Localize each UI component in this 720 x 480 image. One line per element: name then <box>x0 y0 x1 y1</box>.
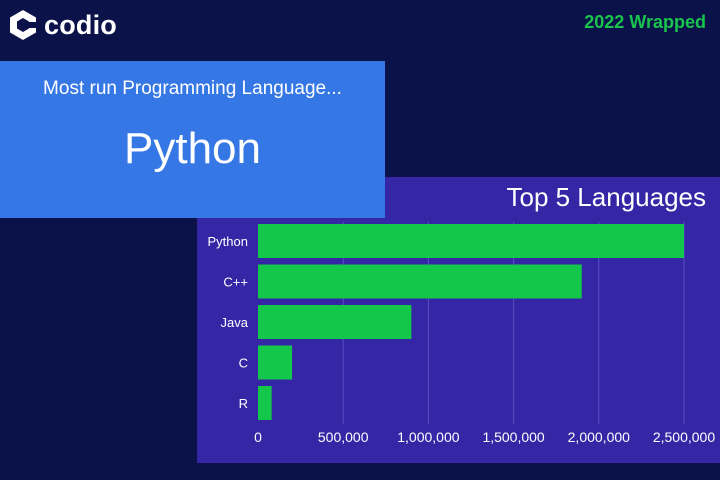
bar-java <box>258 305 412 339</box>
chart-title: Top 5 Languages <box>506 182 706 212</box>
highlight-language: Python <box>124 124 261 173</box>
category-label: C++ <box>223 275 248 290</box>
x-tick-label: 1,500,000 <box>482 429 544 445</box>
x-tick-label: 1,000,000 <box>397 429 459 445</box>
x-tick-label: 2,000,000 <box>568 429 630 445</box>
x-tick-label: 500,000 <box>318 429 369 445</box>
category-label: R <box>239 396 248 411</box>
highlight-panel <box>0 61 385 218</box>
codio-logo[interactable]: codio <box>8 8 117 42</box>
bar-cpp <box>258 264 582 299</box>
x-tick-label: 0 <box>254 429 262 445</box>
bar-python <box>258 224 684 258</box>
category-label: Python <box>208 234 248 249</box>
highlight-subtitle: Most run Programming Language... <box>43 78 342 99</box>
category-label: Java <box>221 315 249 330</box>
logo-text: codio <box>44 9 117 40</box>
wrapped-tagline: 2022 Wrapped <box>584 12 706 32</box>
codio-hexagon-icon <box>10 10 37 40</box>
x-tick-label: 2,500,000 <box>653 429 715 445</box>
bar-r <box>258 386 272 420</box>
category-label: C <box>239 356 248 371</box>
bar-c <box>258 345 293 380</box>
